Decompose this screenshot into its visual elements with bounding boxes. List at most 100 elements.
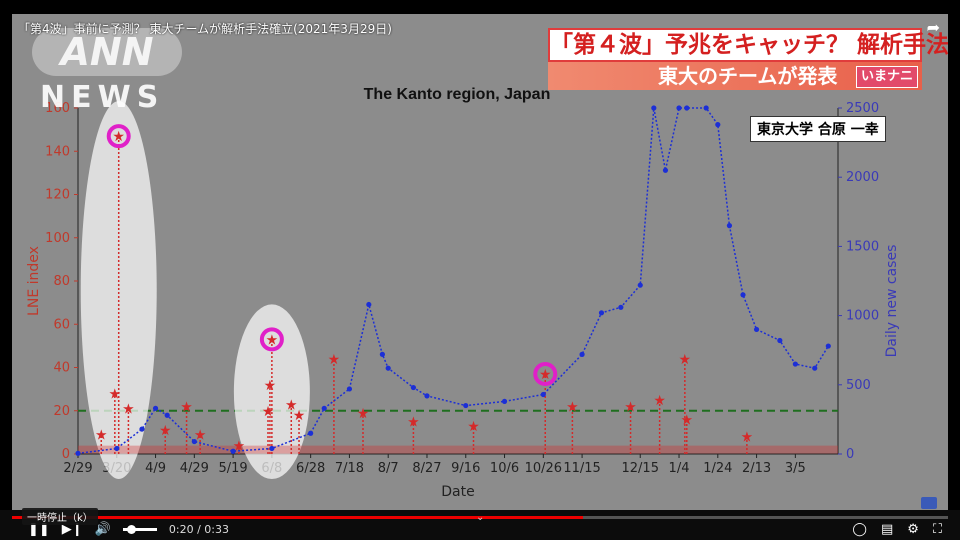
chart-title: The Kanto region, Japan xyxy=(364,86,551,103)
progress-bar[interactable] xyxy=(12,516,948,519)
cases-point xyxy=(424,393,430,399)
lne-point: ★ xyxy=(112,129,125,145)
lne-point: ★ xyxy=(741,430,754,446)
cases-point xyxy=(410,384,417,391)
caption-subheadline: 東大のチームが発表 いまナニ xyxy=(548,62,922,90)
cases-point xyxy=(684,105,690,111)
right-tick-label: 1000 xyxy=(846,309,879,324)
settings-icon[interactable]: ⚙ xyxy=(907,522,919,537)
lne-point: ★ xyxy=(95,428,108,444)
cases-point xyxy=(269,445,275,452)
video-frame[interactable]: The Kanto region, Japan 0 20 40 60 80 100 120 14… xyxy=(12,14,948,510)
cases-point xyxy=(637,282,643,288)
right-tick-label: 2500 xyxy=(846,101,879,116)
cases-point xyxy=(191,438,197,445)
cases-point xyxy=(825,343,831,349)
news-logo: NEWS xyxy=(40,80,165,115)
lne-point: ★ xyxy=(285,397,298,413)
cases-point xyxy=(346,386,353,392)
cases-point xyxy=(501,398,508,405)
volume-slider[interactable] xyxy=(122,525,157,534)
controls-right: ◯ ▤ ⚙ ⛶ xyxy=(852,522,942,537)
left-tick-label: 160 xyxy=(45,101,70,116)
x-tick-label: 2/13 xyxy=(742,461,771,476)
x-tick-label: 9/16 xyxy=(451,461,480,476)
cases-point xyxy=(385,365,391,371)
cases-point xyxy=(152,405,159,411)
lne-point: ★ xyxy=(624,399,637,415)
lne-point: ★ xyxy=(293,408,306,424)
lne-point: ★ xyxy=(467,419,480,435)
pause-icon[interactable]: ❚❚ xyxy=(28,522,50,537)
cases-point xyxy=(703,105,709,111)
cases-point xyxy=(540,391,546,398)
cases-point xyxy=(598,310,605,316)
lne-point: ★ xyxy=(264,378,277,394)
lne-point: ★ xyxy=(407,415,420,431)
lne-point: ★ xyxy=(680,412,693,428)
cases-point xyxy=(366,301,372,308)
subtitles-icon[interactable]: ▤ xyxy=(880,522,894,537)
x-tick-label: 4/29 xyxy=(180,461,209,476)
cases-point xyxy=(230,448,236,454)
lne-point: ★ xyxy=(566,399,579,415)
video-title[interactable]: 「第4波」事前に予測？ 東大チームが解析手法確立(2021年3月29日) xyxy=(18,22,392,36)
peak-glow xyxy=(233,304,310,479)
cases-point xyxy=(726,223,733,229)
x-tick-label: 1/4 xyxy=(669,461,690,476)
lne-point: ★ xyxy=(159,423,172,439)
next-icon[interactable]: ▶❙ xyxy=(61,522,83,537)
volume-knob[interactable] xyxy=(126,525,136,534)
peak-highlight xyxy=(533,361,558,386)
cases-point xyxy=(463,402,469,409)
share-icon[interactable]: ➦ xyxy=(926,18,940,37)
x-tick-label: 10/6 xyxy=(490,461,519,476)
volume-icon[interactable]: 🔊 xyxy=(94,522,111,537)
right-tick-label: 1500 xyxy=(846,239,879,254)
caption-headline: 「第４波」予兆をキャッチ？ 解析手法確立 xyxy=(548,28,948,62)
lne-point: ★ xyxy=(266,332,279,348)
left-tick-label: 0 xyxy=(62,447,70,462)
autoplay-toggle[interactable]: ◯ xyxy=(852,522,867,537)
cases-point xyxy=(114,445,120,452)
left-axis-label: LNE index xyxy=(26,246,42,316)
cases-point xyxy=(812,365,818,371)
lne-point: ★ xyxy=(194,428,207,444)
fullscreen-icon[interactable]: ⛶ xyxy=(932,522,942,537)
left-tick-label: 140 xyxy=(45,144,70,159)
cases-point xyxy=(740,292,746,298)
speaker-name-tag: 東京大学 合原 一幸 xyxy=(750,116,886,142)
x-tick-label: 8/27 xyxy=(412,461,441,476)
left-tick-label: 20 xyxy=(53,404,70,419)
cases-point xyxy=(792,361,798,367)
cases-point xyxy=(75,450,81,456)
ann-logo: ANN xyxy=(32,28,182,76)
cases-point xyxy=(308,430,314,436)
x-tick-label: 6/28 xyxy=(296,461,325,476)
right-tick-label: 0 xyxy=(846,447,854,462)
cases-point xyxy=(651,105,657,111)
lne-point: ★ xyxy=(262,404,275,420)
caption-subheadline-text: 東大のチームが発表 xyxy=(658,64,838,88)
lne-point: ★ xyxy=(539,367,552,383)
x-tick-label: 8/7 xyxy=(378,461,399,476)
cases-point xyxy=(715,122,721,128)
x-axis-label: Date xyxy=(441,484,474,500)
pause-tooltip: 一時停止（k） xyxy=(22,508,98,525)
x-tick-label: 11/15 xyxy=(563,461,600,476)
time-display: 0:20 / 0:33 xyxy=(168,523,229,536)
lne-point: ★ xyxy=(180,399,193,415)
left-tick-label: 100 xyxy=(45,231,70,246)
channel-watermark-icon[interactable] xyxy=(921,497,937,509)
x-tick-label: 5/19 xyxy=(219,461,248,476)
left-tick-label: 80 xyxy=(53,274,70,289)
right-tick-label: 2000 xyxy=(846,170,879,185)
program-badge: いまナニ xyxy=(855,66,918,88)
chevron-down-icon[interactable]: ⌄ xyxy=(476,512,485,523)
lne-point: ★ xyxy=(679,352,692,368)
x-tick-label: 10/26 xyxy=(525,461,562,476)
peak-glow xyxy=(80,101,157,479)
x-tick-label: 3/5 xyxy=(785,461,806,476)
peak-highlight xyxy=(106,124,131,149)
